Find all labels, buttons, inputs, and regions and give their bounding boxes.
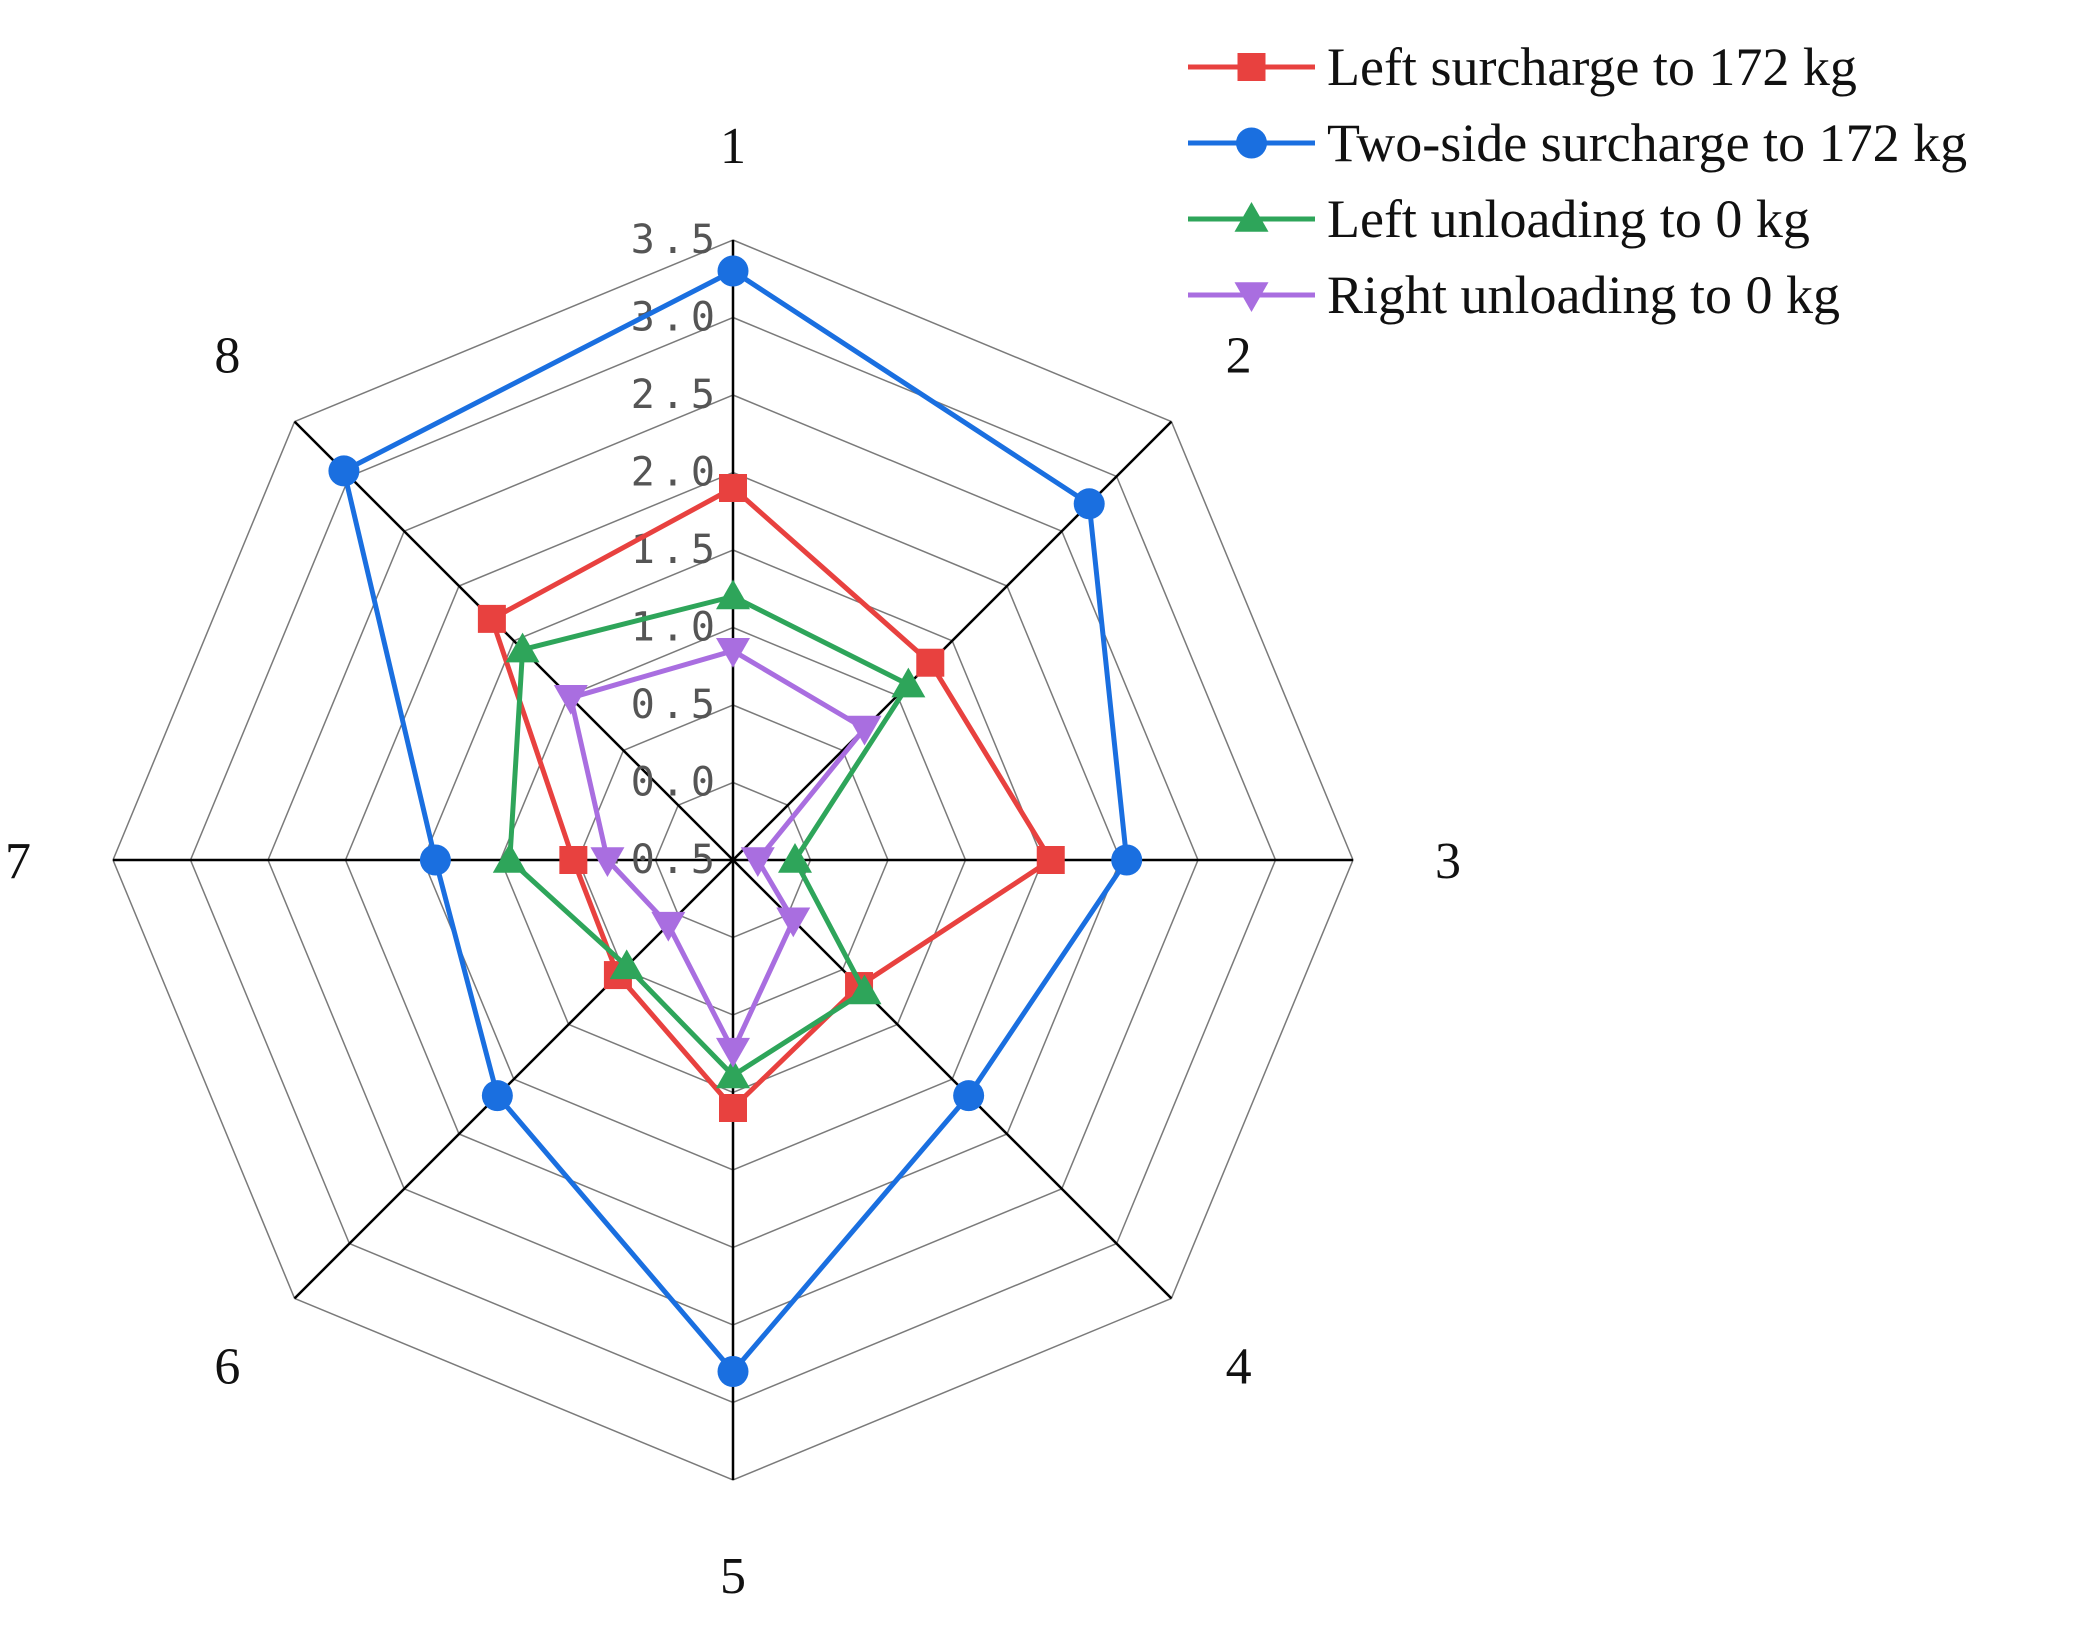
data-point — [553, 685, 588, 715]
legend-label: Right unloading to 0 kg — [1327, 265, 1840, 325]
data-point — [590, 847, 625, 877]
data-point — [419, 844, 451, 876]
data-point — [1073, 488, 1105, 520]
legend: Left surcharge to 172 kg Two-side surchar… — [1188, 37, 1967, 325]
category-label: 2 — [1226, 327, 1252, 384]
category-label: 8 — [214, 327, 240, 384]
series-2 — [328, 255, 1143, 1387]
data-point — [1111, 844, 1143, 876]
category-label: 6 — [214, 1339, 240, 1396]
data-point — [847, 715, 882, 746]
legend-label: Two-side surcharge to 172 kg — [1327, 113, 1967, 173]
legend-item: Left surcharge to 172 kg — [1188, 37, 1857, 97]
data-point — [492, 843, 527, 873]
data-series — [328, 255, 1143, 1387]
data-point — [477, 604, 506, 633]
legend-item: Left unloading to 0 kg — [1188, 189, 1810, 249]
data-point — [740, 847, 775, 877]
grid-spoke — [732, 859, 1173, 1300]
legend-label: Left surcharge to 172 kg — [1327, 37, 1857, 97]
legend-label: Left unloading to 0 kg — [1327, 189, 1810, 249]
legend-marker — [1237, 53, 1266, 81]
data-point — [719, 474, 747, 502]
data-point — [609, 949, 644, 980]
legend-marker — [1236, 127, 1267, 159]
data-point — [716, 1058, 750, 1089]
data-point — [716, 638, 750, 668]
data-point — [1036, 846, 1065, 874]
radial-tick-label: 3.5 — [631, 217, 721, 263]
data-point — [328, 455, 360, 487]
radial-tick-label: -0.5 — [601, 837, 721, 883]
data-point — [916, 648, 945, 677]
data-point — [651, 911, 686, 942]
radial-tick-label: 0.0 — [631, 760, 721, 806]
data-point — [717, 1356, 749, 1387]
data-point — [716, 579, 750, 610]
category-label: 3 — [1435, 833, 1461, 890]
data-point — [847, 974, 882, 1005]
legend-marker — [1234, 202, 1269, 232]
data-point — [776, 907, 811, 938]
category-labels: 1 2 3 4 5 6 7 8 — [5, 118, 1461, 1605]
legend-marker — [1234, 282, 1269, 312]
data-point — [505, 632, 540, 663]
radial-tick-labels: -0.50.00.51.01.52.02.53.03.5 — [601, 217, 721, 883]
data-point — [481, 1080, 513, 1112]
series-4 — [553, 638, 882, 1068]
category-label: 1 — [720, 118, 746, 175]
grid-spoke — [293, 859, 734, 1300]
data-point — [716, 1037, 750, 1068]
category-label: 7 — [5, 833, 31, 890]
radial-tick-label: 2.0 — [631, 450, 721, 496]
data-point — [778, 843, 812, 873]
legend-item: Two-side surcharge to 172 kg — [1188, 113, 1967, 173]
category-label: 5 — [720, 1548, 746, 1605]
legend-item: Right unloading to 0 kg — [1188, 265, 1840, 325]
data-point — [953, 1080, 985, 1112]
radial-tick-label: 2.5 — [631, 372, 721, 418]
data-point — [559, 846, 588, 874]
radar-grid — [112, 239, 1354, 1481]
data-point — [719, 1094, 747, 1122]
data-point — [717, 255, 749, 287]
series-3 — [492, 579, 926, 1089]
data-point — [891, 667, 926, 698]
radial-tick-label: 0.5 — [631, 682, 721, 728]
category-label: 4 — [1226, 1339, 1252, 1396]
grid-spoke — [293, 420, 734, 861]
series-line — [341, 268, 1130, 1374]
